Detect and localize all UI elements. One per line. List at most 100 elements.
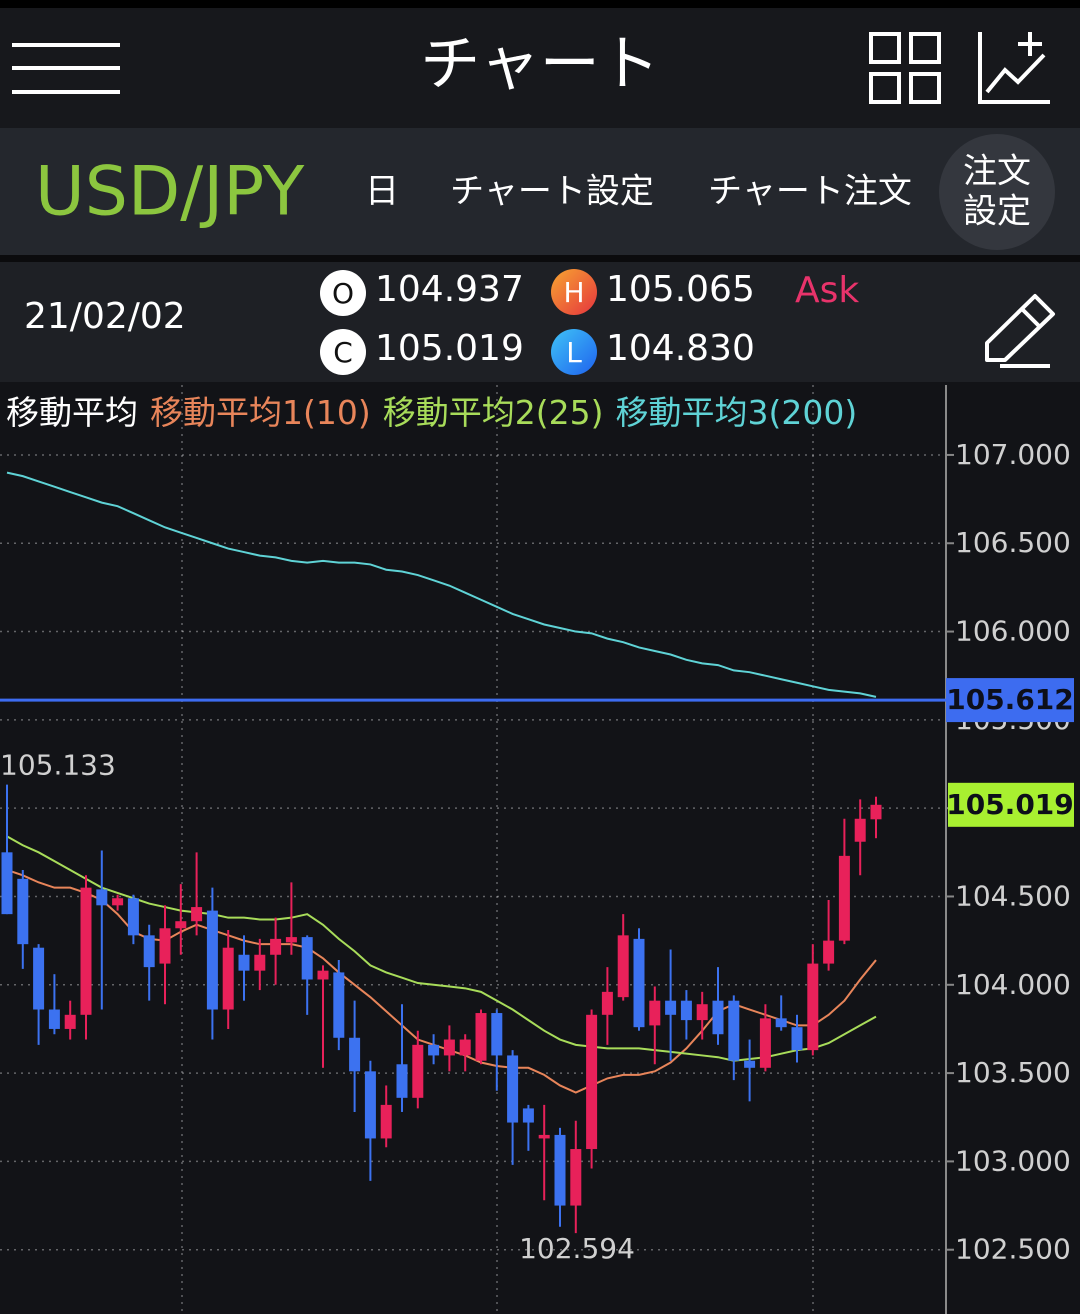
candle-body [17, 878, 29, 945]
candle-body [191, 907, 203, 922]
candle-body [601, 991, 613, 1015]
candle-body [143, 935, 155, 968]
ask-price-label: 105.612 [946, 683, 1074, 716]
candle-body [791, 1027, 803, 1051]
divider [0, 255, 1080, 262]
order-settings-button[interactable] [939, 134, 1055, 250]
legend-title: 移動平均 [6, 393, 138, 432]
status-strip [0, 0, 1080, 8]
candle-body [364, 1071, 376, 1139]
candle-body [665, 1000, 677, 1015]
chart: 102.500 103.000 103.500 104.000 104.500 105.0… [0, 382, 1080, 1314]
candle-body [159, 928, 171, 964]
period-button[interactable]: 日 [365, 172, 399, 212]
symbol[interactable]: USD/JPY [35, 153, 305, 232]
chart-settings-button[interactable]: チャート設定 [450, 172, 654, 212]
layout-cell [869, 32, 901, 64]
legend-entry: 移動平均1(10) [150, 393, 371, 432]
candle-body [112, 898, 124, 906]
quote-side: Ask [795, 270, 859, 311]
last-price-box [948, 782, 1074, 827]
badge-label: L [566, 336, 582, 369]
chart-background [0, 382, 1080, 1314]
candle-body [522, 1108, 534, 1123]
candle-body [301, 937, 313, 980]
page-title: チャート [420, 30, 659, 100]
badge-close [320, 329, 366, 375]
quote-close: 105.019 [375, 328, 524, 369]
candle-body [617, 935, 629, 998]
candle-body [270, 938, 282, 955]
candle-body [222, 947, 234, 1010]
candle-body [633, 938, 645, 1028]
candle-body [333, 972, 345, 1038]
badge-open [320, 270, 366, 316]
candle-body [206, 910, 218, 1010]
layout-button[interactable] [869, 32, 941, 104]
candle-body [649, 1000, 661, 1026]
candle-body [712, 1000, 724, 1035]
order-settings-label: 注文 [963, 152, 1031, 192]
last-price-label: 105.019 [946, 788, 1074, 821]
layout-cell [869, 72, 901, 104]
menu-button[interactable] [12, 43, 120, 94]
candle-body [428, 1044, 440, 1056]
candle-body [554, 1134, 566, 1206]
pencil-icon [985, 294, 1055, 362]
moving-average [6, 471, 877, 698]
add-indicator-button[interactable] [978, 32, 1050, 104]
axis-icon [978, 32, 1050, 104]
quote-low: 104.830 [606, 328, 755, 369]
badge-label: O [332, 277, 354, 310]
quote-date: 21/02/02 [24, 296, 186, 337]
legend-entry: 移動平均2(25) [383, 393, 604, 432]
candle-body [491, 1013, 503, 1056]
candle-body [254, 954, 266, 971]
candle-body [96, 889, 108, 906]
legend: 移動平均 移動平均1(10) 移動平均2(25) 移動平均3(200) [6, 393, 857, 432]
candle-body [570, 1149, 582, 1206]
y-tick-label: 104.000 [955, 968, 1071, 1001]
trend-icon [985, 53, 1046, 94]
candle-body [680, 1000, 692, 1021]
candle-body [80, 887, 92, 1015]
candle-body [507, 1055, 519, 1123]
y-tick-label: 104.500 [955, 879, 1071, 912]
y-tick-label: 107.000 [955, 438, 1071, 471]
candle-body [775, 1018, 787, 1028]
candle-body [807, 963, 819, 1051]
y-tick-label: 106.000 [955, 615, 1071, 648]
quote-bar [0, 262, 1080, 382]
candle-body [64, 1014, 76, 1029]
candle-body [759, 1018, 771, 1068]
badge-low [551, 329, 597, 375]
candle-body [728, 1000, 740, 1061]
candle-body [349, 1037, 361, 1072]
chart-order-button[interactable]: チャート注文 [708, 172, 912, 212]
edit-button[interactable] [985, 294, 1055, 368]
candle-body [443, 1039, 455, 1056]
toolbar [0, 128, 1080, 255]
candle-body [48, 1009, 60, 1029]
pencil-icon [1020, 307, 1042, 329]
candle-body [317, 970, 329, 980]
quote-open: 104.937 [375, 269, 524, 310]
badge-high [551, 269, 597, 315]
badge-label: H [563, 276, 584, 309]
candle-body [870, 804, 882, 820]
ask-price-box [946, 678, 1074, 723]
candle-body [459, 1039, 471, 1056]
quote-high: 105.065 [606, 269, 755, 310]
candle-body [238, 954, 250, 971]
candle-body [854, 818, 866, 842]
candle-body [838, 855, 850, 941]
badge-label: C [333, 336, 353, 369]
y-tick-label: 103.500 [955, 1056, 1071, 1089]
candle-body [396, 1064, 408, 1098]
candle-body [33, 947, 45, 1010]
candle-body [586, 1014, 598, 1150]
y-tick-label: 103.000 [955, 1144, 1071, 1177]
candle-body [823, 940, 835, 964]
